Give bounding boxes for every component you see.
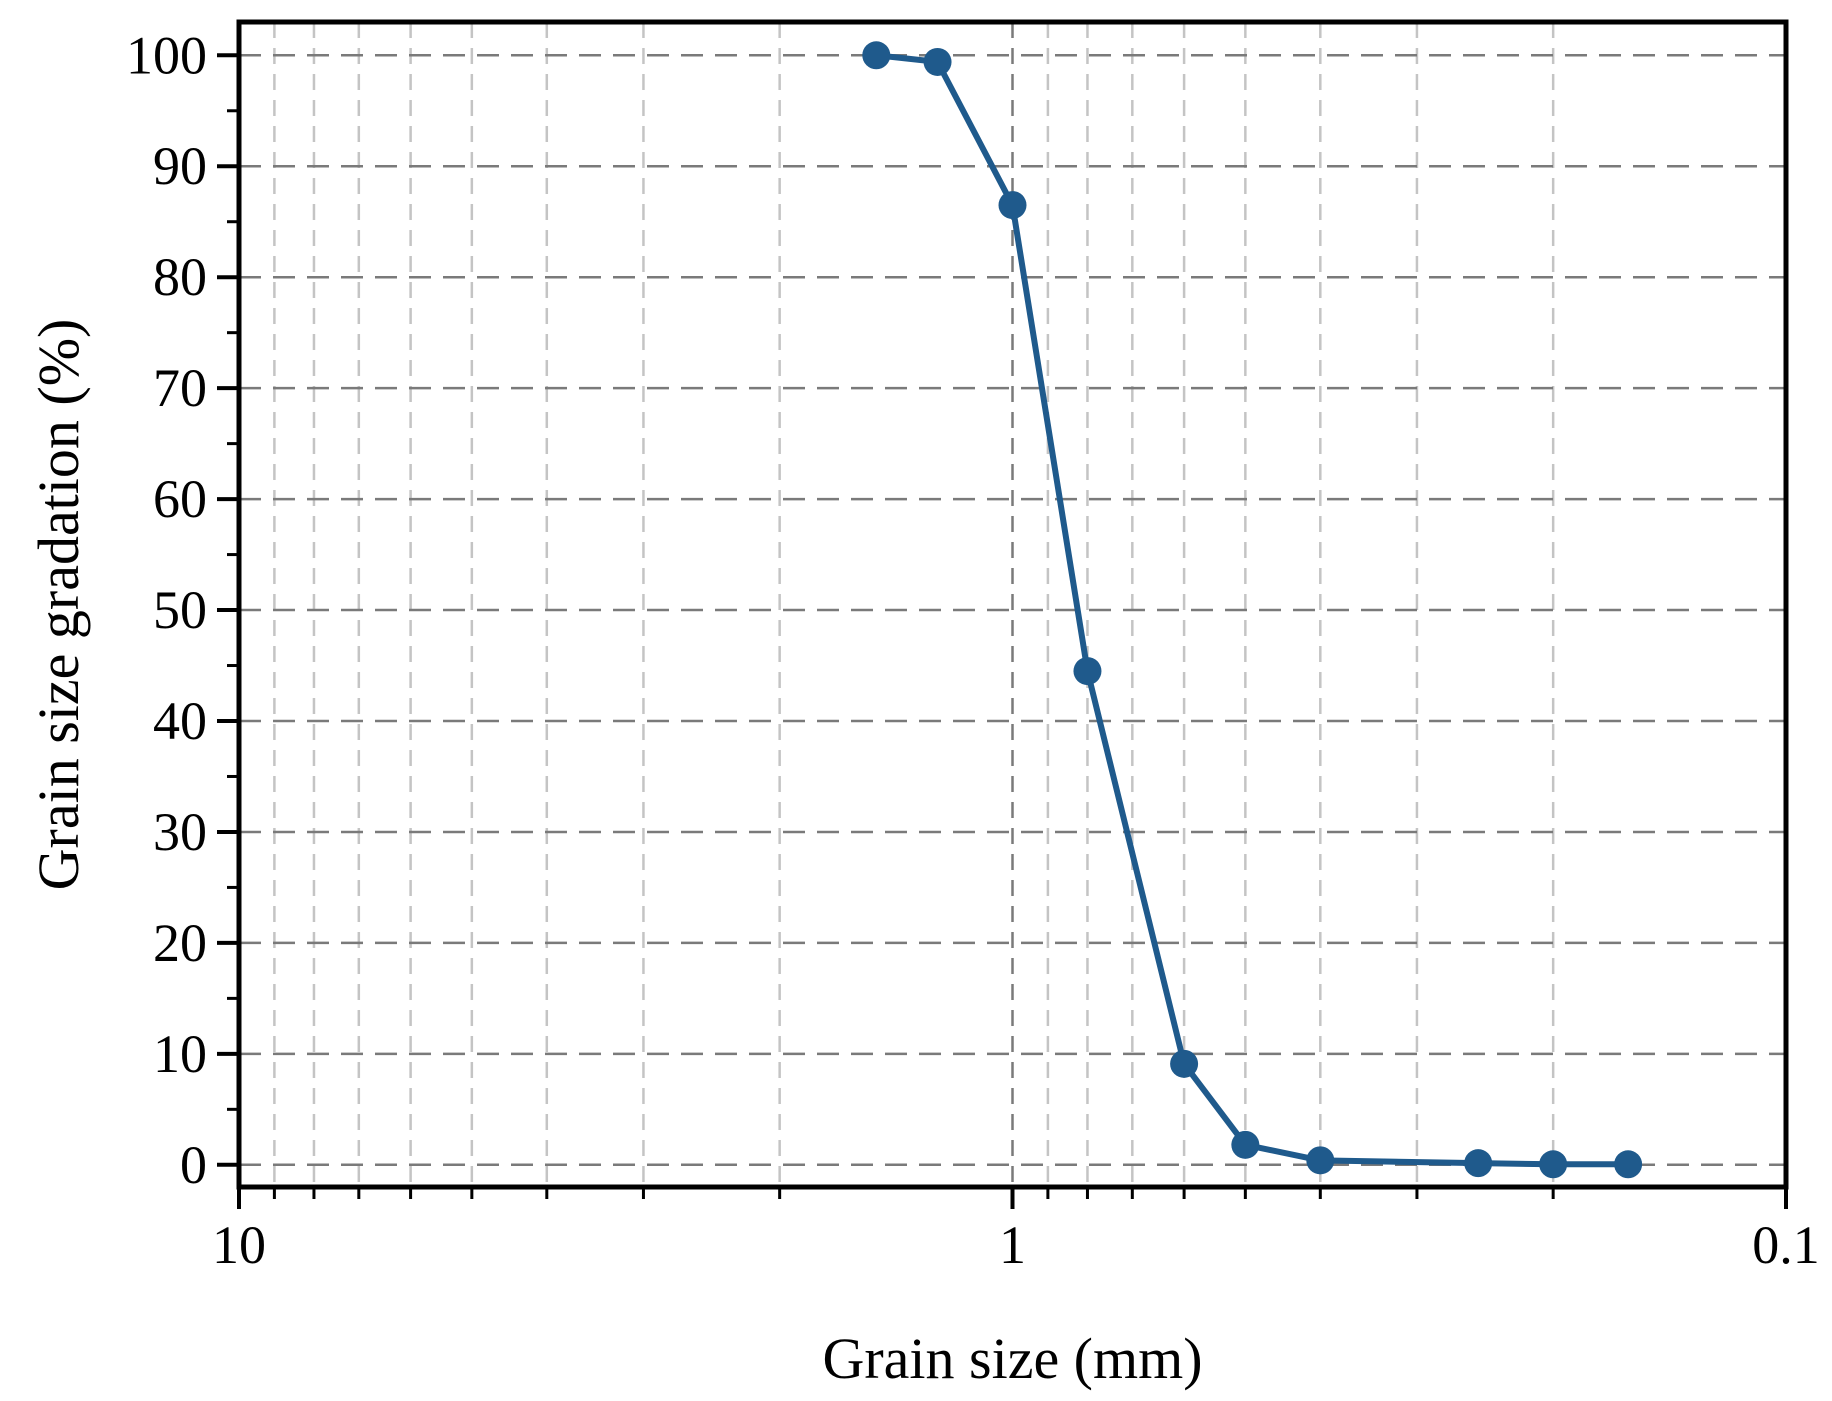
data-point [1464, 1149, 1493, 1178]
data-point [1073, 657, 1102, 686]
y-tick-label: 90 [153, 136, 207, 196]
x-axis-title: Grain size (mm) [822, 1326, 1202, 1391]
data-point [998, 191, 1027, 220]
data-point [923, 47, 952, 76]
y-tick-label: 60 [153, 469, 207, 529]
y-tick-label: 10 [153, 1024, 207, 1084]
x-tick-label: 10 [212, 1215, 266, 1275]
y-tick-label: 80 [153, 247, 207, 307]
y-axis-title: Grain size gradation (%) [26, 319, 91, 891]
data-point [1539, 1150, 1568, 1179]
series-line [875, 52, 1629, 1168]
plot-frame [236, 19, 1789, 1190]
y-tick-label: 70 [153, 358, 207, 418]
y-tick-label: 20 [153, 913, 207, 973]
y-tick-label: 0 [180, 1135, 207, 1195]
x-tick-label: 1 [999, 1215, 1026, 1275]
data-point [862, 41, 891, 70]
data-point [1170, 1049, 1199, 1078]
axis-ticks [217, 53, 1788, 1209]
data-series [862, 41, 1643, 1179]
y-tick-label: 40 [153, 691, 207, 751]
y-tick-label: 100 [126, 25, 207, 85]
x-tick-label: 0.1 [1752, 1215, 1820, 1275]
grid [237, 22, 1788, 1187]
data-point [1614, 1150, 1643, 1179]
y-tick-label: 30 [153, 802, 207, 862]
data-point [1306, 1146, 1335, 1175]
y-tick-label: 50 [153, 580, 207, 640]
data-point [1231, 1130, 1260, 1159]
